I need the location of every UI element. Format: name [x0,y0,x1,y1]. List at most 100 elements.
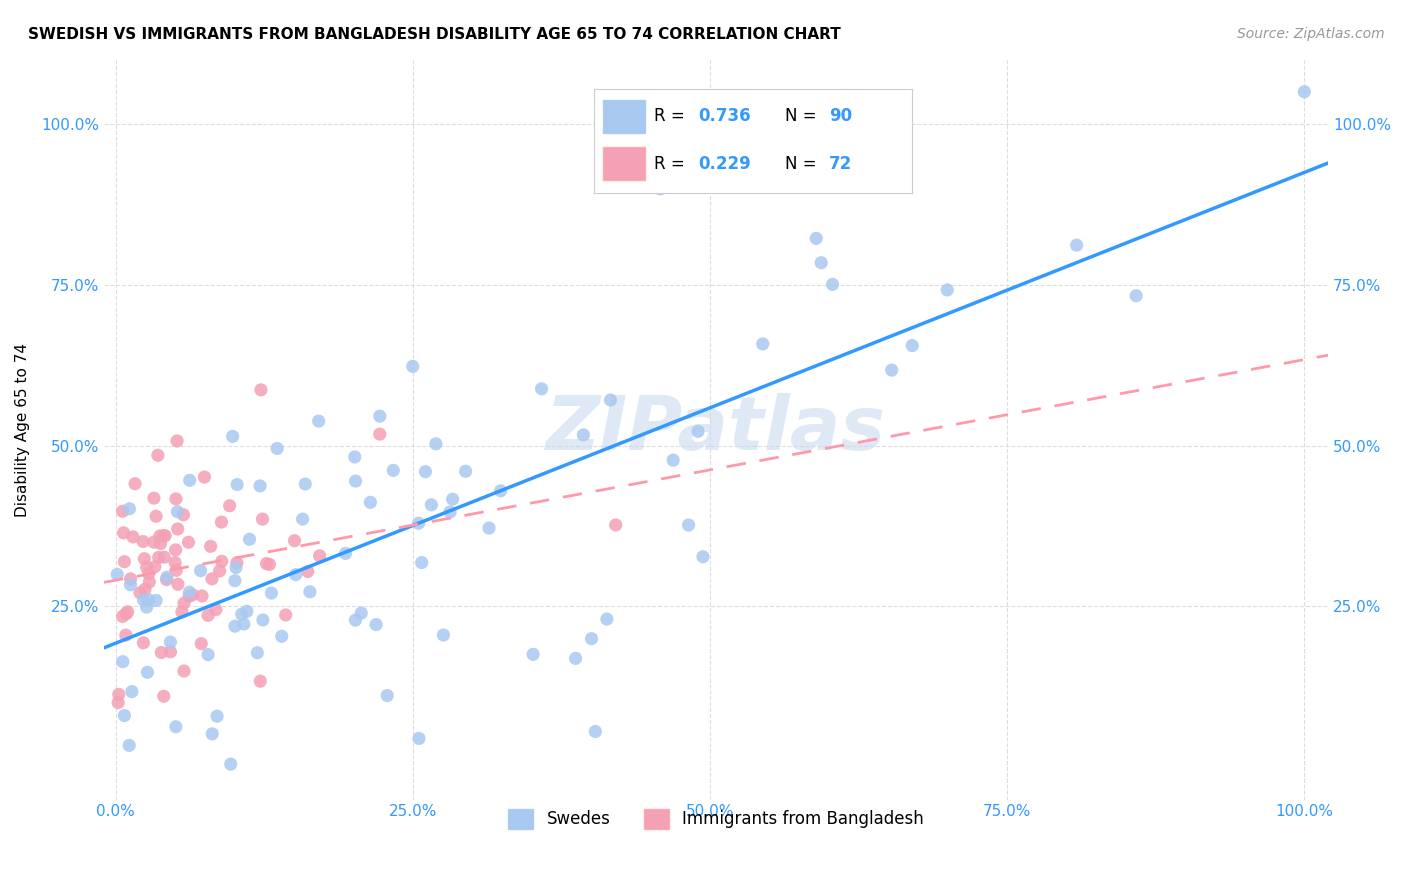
Point [252,512,274,526]
Point [129,586,152,600]
Point [179,589,201,603]
Point [232,617,254,632]
Point [143,559,166,574]
Point [308,414,330,428]
Text: SWEDISH VS IMMIGRANTS FROM BANGLADESH DISABILITY AGE 65 TO 74 CORRELATION CHART: SWEDISH VS IMMIGRANTS FROM BANGLADESH DI… [28,27,841,42]
Point [112,708,135,723]
Point [439,505,461,519]
Point [284,567,307,582]
Point [132,636,155,650]
Point [122,530,145,544]
Point [225,556,247,570]
Point [138,575,160,590]
Point [172,508,194,522]
Point [249,674,271,689]
Point [156,570,179,584]
Point [179,473,201,487]
Point [246,646,269,660]
Point [408,516,430,531]
Point [219,757,242,772]
Text: Source: ZipAtlas.com: Source: ZipAtlas.com [1237,27,1385,41]
Point [673,166,696,180]
Point [283,533,305,548]
Point [274,607,297,622]
Point [256,557,278,571]
Point [146,448,169,462]
Point [402,359,425,374]
Point [179,585,201,599]
Point [581,632,603,646]
Point [118,501,141,516]
Point [152,529,174,543]
Point [408,731,430,746]
Y-axis label: Disability Age 65 to 74: Disability Age 65 to 74 [15,343,30,516]
Point [308,549,330,563]
Point [142,491,165,505]
Point [135,560,157,574]
Point [270,629,292,643]
Point [297,565,319,579]
Point [191,589,214,603]
Point [165,542,187,557]
Point [120,572,142,586]
Point [572,428,595,442]
Point [368,427,391,442]
Point [145,509,167,524]
Point [120,578,142,592]
Point [124,476,146,491]
Point [692,549,714,564]
Point [678,518,700,533]
Point [153,529,176,543]
Point [115,628,138,642]
Point [105,567,128,582]
Point [291,512,314,526]
Point [159,645,181,659]
Point [259,558,281,572]
Point [149,529,172,543]
Point [153,550,176,565]
Point [165,563,187,577]
Point [425,437,447,451]
Point [155,573,177,587]
Point [250,383,273,397]
Point [530,382,553,396]
Point [662,453,685,467]
Point [420,498,443,512]
Point [344,474,367,488]
Point [201,572,224,586]
Point [135,600,157,615]
Point [252,613,274,627]
Point [201,727,224,741]
Point [167,577,190,591]
Point [165,491,187,506]
Point [236,604,259,618]
Point [489,483,512,498]
Point [150,645,173,659]
Point [159,635,181,649]
Point [166,505,188,519]
Point [149,536,172,550]
Point [806,231,828,245]
Point [211,554,233,568]
Point [226,477,249,491]
Point [208,564,231,578]
Point [522,648,544,662]
Legend: Swedes, Immigrants from Bangladesh: Swedes, Immigrants from Bangladesh [502,802,931,836]
Point [107,696,129,710]
Point [152,690,174,704]
Point [901,338,924,352]
Point [166,522,188,536]
Point [190,637,212,651]
Point [382,463,405,477]
Point [211,515,233,529]
Point [335,546,357,560]
Point [1125,289,1147,303]
Point [343,450,366,464]
Point [165,720,187,734]
Point [583,724,606,739]
Point [218,499,240,513]
Point [238,533,260,547]
Point [173,596,195,610]
Point [224,574,246,588]
Point [596,612,619,626]
